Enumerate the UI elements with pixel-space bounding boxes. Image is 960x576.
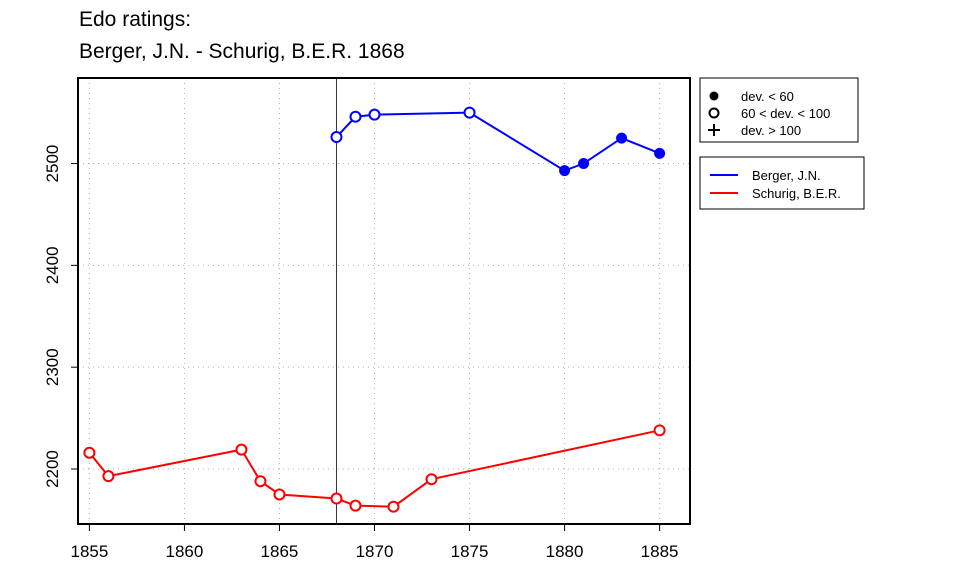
data-point — [653, 424, 666, 437]
data-point — [654, 147, 666, 159]
data-point — [463, 106, 476, 119]
marker-legend-label: dev. < 60 — [741, 89, 794, 104]
marker-legend-label: dev. > 100 — [741, 123, 801, 138]
marker-legend-label: 60 < dev. < 100 — [741, 106, 830, 121]
y-tick-label: 2200 — [43, 450, 62, 488]
marker-legend-box — [699, 77, 859, 143]
legend-open-marker — [708, 107, 720, 119]
series-legend-label: Berger, J.N. — [752, 168, 821, 183]
data-point — [578, 158, 590, 170]
plot-frame — [77, 77, 691, 525]
series-line-0 — [335, 111, 660, 172]
y-tick-label: 2400 — [43, 246, 62, 284]
x-tick-label: 1865 — [261, 542, 299, 561]
data-point — [616, 132, 628, 144]
x-tick-label: 1855 — [70, 542, 108, 561]
series-legend-box — [699, 156, 865, 210]
data-point — [368, 108, 381, 121]
chart-title: Edo ratings: — [79, 8, 192, 31]
data-point — [559, 165, 571, 177]
series-line-1 — [88, 429, 660, 508]
data-point — [235, 443, 248, 456]
y-tick-label: 2300 — [43, 348, 62, 386]
data-point — [330, 492, 343, 505]
x-tick-label: 1870 — [356, 542, 394, 561]
x-tick-label: 1885 — [641, 542, 679, 561]
data-point — [330, 131, 343, 144]
data-point — [349, 499, 362, 512]
y-tick-label: 2500 — [43, 145, 62, 183]
data-point — [273, 488, 286, 501]
x-tick-label: 1875 — [451, 542, 489, 561]
data-point — [83, 446, 96, 459]
data-point — [425, 473, 438, 486]
marker-legend: dev. < 60 60 < dev. < 100 dev. > 100 — [699, 77, 859, 143]
x-tick-label: 1880 — [546, 542, 584, 561]
legend-filled-marker — [709, 91, 719, 101]
chart-subtitle: Berger, J.N. - Schurig, B.E.R. 1868 — [79, 40, 405, 63]
data-point — [254, 475, 267, 488]
data-point — [387, 500, 400, 513]
data-point — [102, 470, 115, 483]
x-tick-label: 1860 — [166, 542, 204, 561]
data-point — [349, 110, 362, 123]
series-legend: Berger, J.N. Schurig, B.E.R. — [699, 156, 865, 210]
series-legend-label: Schurig, B.E.R. — [752, 186, 841, 201]
